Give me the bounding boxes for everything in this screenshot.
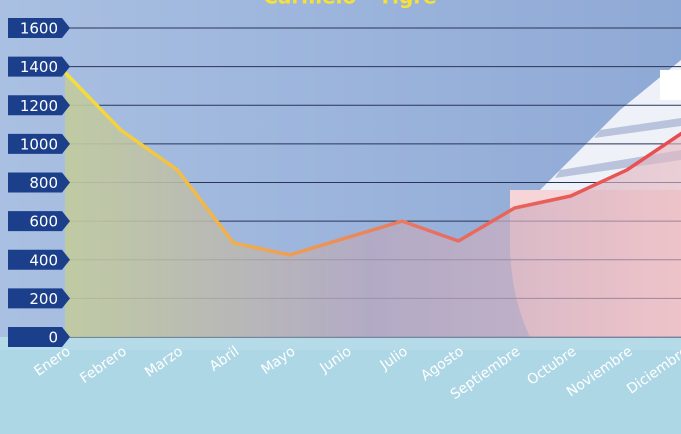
y-tick-label: 0 — [48, 329, 58, 347]
y-tick-box — [8, 172, 70, 193]
y-tick-box — [8, 56, 70, 77]
y-tick-box — [8, 211, 70, 232]
y-tick-label: 1200 — [20, 97, 58, 115]
y-tick-box — [8, 133, 70, 154]
y-tick-box — [8, 288, 70, 309]
y-tick-label: 200 — [29, 290, 58, 308]
chart-title: Carmelo - Tigre — [263, 0, 437, 9]
y-tick-label: 400 — [29, 251, 58, 269]
y-tick-label: 600 — [29, 213, 58, 231]
line — [63, 71, 681, 257]
y-tick-label: 1000 — [20, 135, 58, 153]
area — [65, 72, 681, 337]
y-tick-box — [8, 18, 70, 38]
y-tick-box — [8, 249, 70, 270]
y-tick-box — [8, 327, 70, 347]
y-tick-label: 1400 — [20, 58, 58, 76]
water-band — [0, 350, 681, 434]
y-tick-label: 800 — [29, 174, 58, 192]
y-tick-label: 1600 — [20, 20, 58, 38]
y-tick-box — [8, 95, 70, 116]
